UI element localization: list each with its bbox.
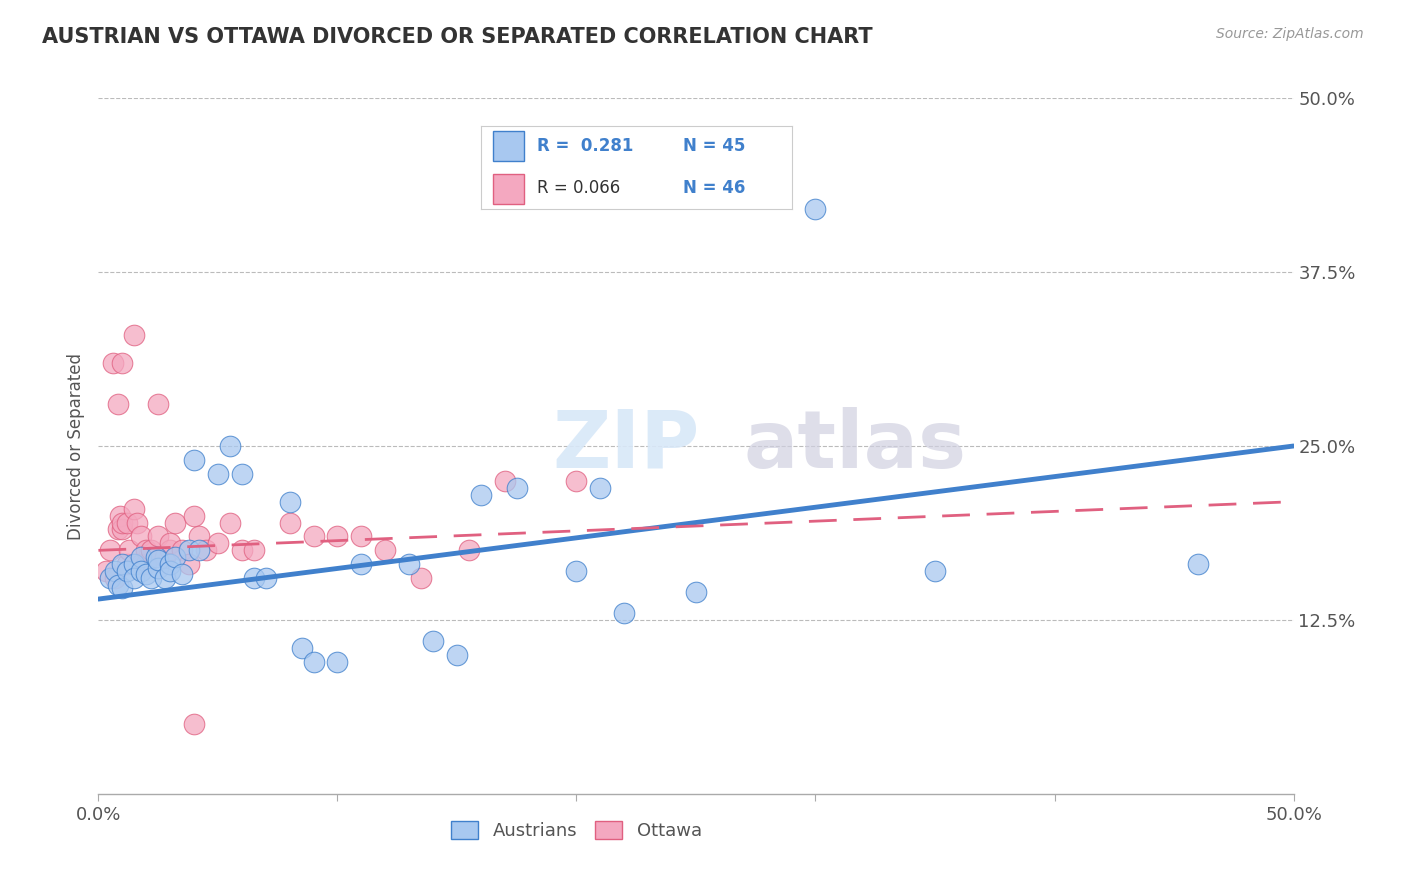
Point [125, 516, 148, 530]
Point [506, 481, 529, 495]
Point [589, 481, 612, 495]
Point [350, 558, 373, 572]
Point [398, 558, 420, 572]
Point [685, 585, 707, 599]
Point [115, 516, 138, 530]
Point [115, 564, 138, 578]
Point [98, 571, 122, 585]
Point [1187, 558, 1209, 572]
Point [135, 543, 157, 558]
Point [350, 529, 373, 543]
Point [145, 550, 167, 565]
Point [155, 550, 177, 565]
Point [111, 516, 134, 530]
Point [107, 523, 129, 537]
Point [159, 536, 181, 550]
Point [131, 550, 153, 565]
Point [302, 655, 325, 669]
Point [107, 397, 129, 411]
Text: Source: ZipAtlas.com: Source: ZipAtlas.com [1216, 27, 1364, 41]
Point [291, 640, 314, 655]
Point [107, 578, 129, 592]
Point [302, 529, 325, 543]
Point [148, 397, 170, 411]
Text: AUSTRIAN VS OTTAWA DIVORCED OR SEPARATED CORRELATION CHART: AUSTRIAN VS OTTAWA DIVORCED OR SEPARATED… [42, 27, 873, 46]
Point [207, 536, 229, 550]
Point [124, 558, 146, 572]
Point [422, 633, 444, 648]
Point [131, 558, 153, 572]
Point [108, 508, 131, 523]
Point [163, 516, 186, 530]
Point [470, 488, 492, 502]
Point [172, 567, 194, 582]
Point [613, 606, 636, 620]
Point [172, 543, 194, 558]
Point [187, 543, 209, 558]
Point [131, 564, 153, 578]
Point [94, 564, 117, 578]
Point [159, 558, 181, 572]
Point [124, 501, 146, 516]
Point [159, 543, 181, 558]
Legend: Austrians, Ottawa: Austrians, Ottawa [444, 814, 709, 847]
Point [326, 655, 349, 669]
Point [207, 467, 229, 481]
Point [565, 564, 588, 578]
Point [278, 494, 301, 508]
Point [111, 558, 134, 572]
Point [131, 529, 153, 543]
Point [159, 564, 181, 578]
Point [104, 564, 127, 578]
Point [458, 543, 481, 558]
Point [111, 355, 134, 369]
Point [148, 553, 170, 567]
Point [804, 202, 827, 217]
Point [135, 567, 157, 582]
Point [98, 543, 122, 558]
Point [187, 529, 209, 543]
Point [179, 558, 201, 572]
Point [219, 516, 242, 530]
Point [115, 558, 138, 572]
Point [148, 561, 170, 575]
Point [278, 516, 301, 530]
Point [124, 571, 146, 585]
Point [179, 543, 201, 558]
Point [243, 543, 266, 558]
Point [231, 467, 253, 481]
Point [163, 550, 186, 565]
Point [139, 571, 162, 585]
Point [231, 543, 253, 558]
Point [565, 474, 588, 488]
Point [446, 648, 468, 662]
Point [183, 717, 205, 731]
Text: ZIP: ZIP [553, 407, 700, 485]
Point [101, 355, 124, 369]
Point [111, 581, 134, 595]
Point [219, 439, 242, 453]
Point [195, 543, 218, 558]
Point [135, 558, 157, 572]
Point [254, 571, 277, 585]
Point [148, 529, 170, 543]
Text: atlas: atlas [744, 407, 967, 485]
Point [104, 571, 127, 585]
Point [183, 453, 205, 467]
Point [924, 564, 946, 578]
Point [118, 543, 141, 558]
Point [183, 508, 205, 523]
Y-axis label: Divorced or Separated: Divorced or Separated [66, 352, 84, 540]
Point [139, 543, 162, 558]
Point [494, 474, 516, 488]
Point [155, 571, 177, 585]
Point [411, 571, 433, 585]
Point [374, 543, 396, 558]
Point [326, 529, 349, 543]
Point [124, 327, 146, 342]
Point [243, 571, 266, 585]
Point [111, 523, 134, 537]
